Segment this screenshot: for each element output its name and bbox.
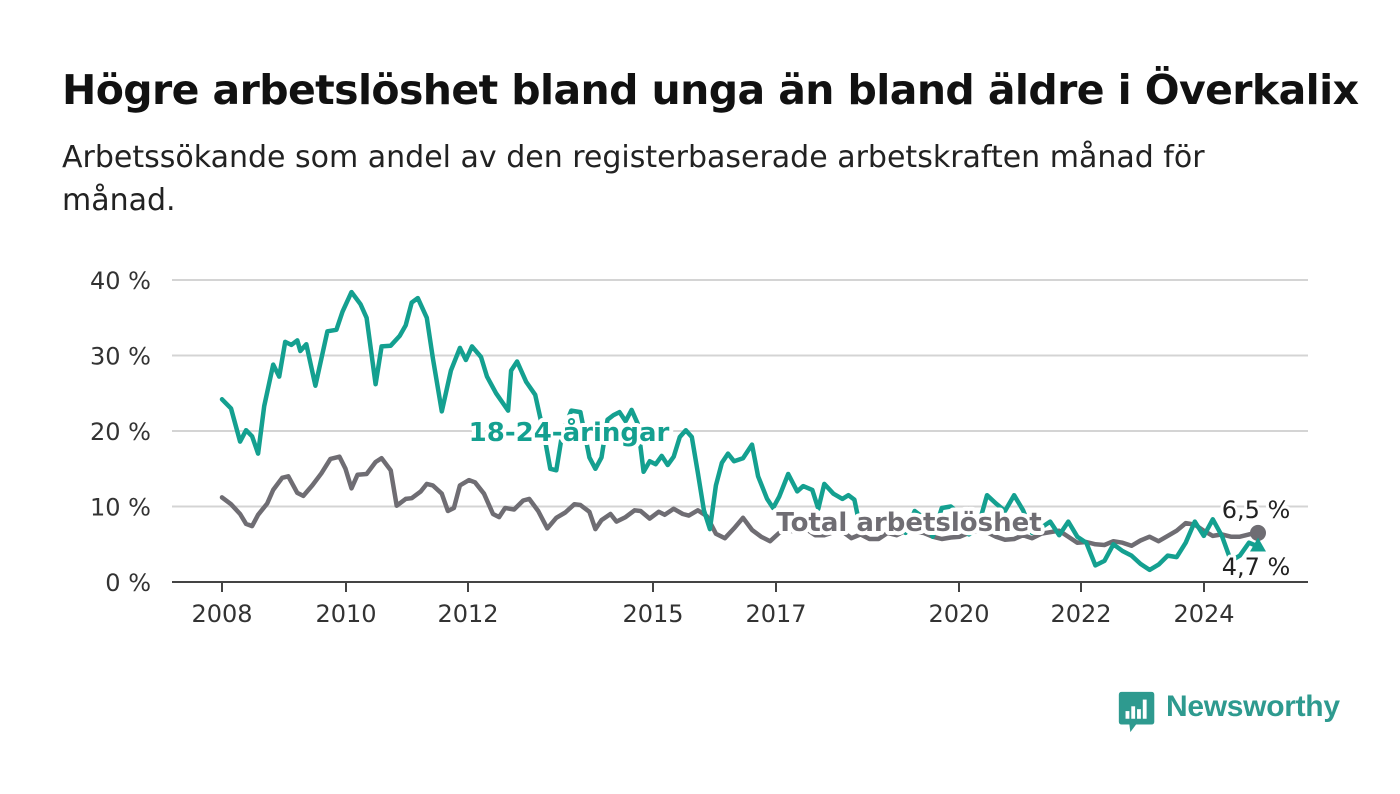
y-tick-label: 40 % (90, 267, 151, 295)
x-tick-label: 2020 (928, 600, 989, 628)
chart-subtitle: Arbetssökande som andel av den registerb… (62, 140, 1205, 218)
series-label-total: Total arbetslöshet (776, 508, 1041, 538)
gridlines (172, 279, 1308, 508)
y-tick-label: 0 % (105, 569, 151, 597)
y-tick-label: 30 % (90, 343, 151, 371)
x-tick-label: 2008 (191, 600, 252, 628)
series-lines (219, 289, 1266, 573)
series-line-young (219, 289, 1261, 573)
y-axis-ticks: 0 % 10 % 20 % 30 % 40 % (90, 267, 151, 597)
end-label-young: 4,7 % (1222, 553, 1291, 581)
x-tick-label: 2022 (1050, 600, 1111, 628)
y-tick-label: 20 % (90, 418, 151, 446)
series-labels: 6,5 % 4,7 % 18-24-åringar Total arbetslöshe… (465, 412, 1294, 584)
series-line-total (219, 454, 1261, 549)
series-label-young: 18-24-åringar (469, 416, 670, 448)
brand-name: Newsworthy (1166, 690, 1340, 723)
end-marker-total (1250, 524, 1266, 541)
end-label-total: 6,5 % (1222, 496, 1291, 524)
x-tick-label: 2010 (315, 600, 376, 628)
x-axis-ticks: 2008 2010 2012 2015 2017 2020 2022 2024 (191, 582, 1235, 628)
x-tick-label: 2012 (437, 600, 498, 628)
newsworthy-logo-icon (1118, 691, 1155, 733)
chart-title: Högre arbetslöshet bland unga än bland ä… (62, 66, 1359, 114)
end-marker-young (1250, 537, 1266, 552)
x-tick-label: 2015 (622, 600, 683, 628)
x-tick-label: 2024 (1173, 600, 1234, 628)
x-tick-label: 2017 (745, 600, 806, 628)
y-tick-label: 10 % (90, 494, 151, 522)
